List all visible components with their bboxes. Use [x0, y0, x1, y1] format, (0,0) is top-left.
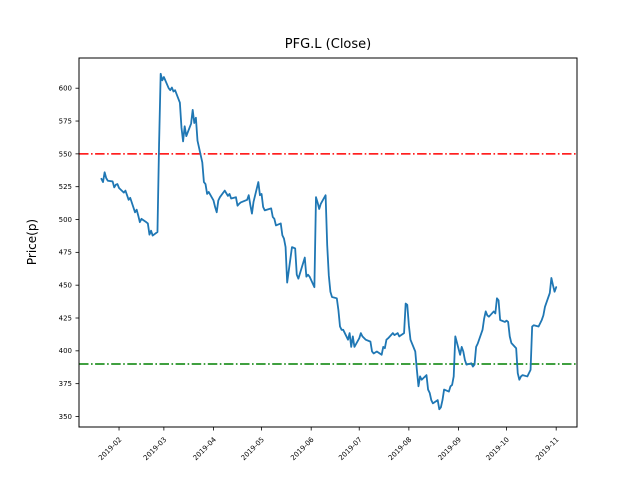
y-tick-label: 500	[59, 216, 72, 224]
reference-lines	[79, 153, 577, 365]
x-tick-label: 2019-07	[337, 436, 363, 462]
x-tick-label: 2019-08	[387, 436, 413, 462]
y-tick-label: 525	[59, 183, 72, 191]
x-tick-label: 2019-09	[437, 436, 463, 462]
y-tick-label: 600	[59, 85, 72, 93]
y-tick-label: 425	[59, 314, 72, 322]
y-tick-label: 450	[59, 282, 72, 290]
y-tick-label: 475	[59, 249, 72, 257]
x-tick-label: 2019-02	[97, 436, 123, 462]
y-axis-ticks: 350 375 400 425 450 475 500 525 550 575 600	[59, 85, 79, 421]
y-tick-label: 350	[59, 413, 72, 421]
x-tick-label: 2019-04	[192, 435, 219, 462]
price-line	[100, 72, 558, 411]
x-tick-label: 2019-05	[240, 436, 266, 462]
x-tick-label: 2019-03	[142, 436, 168, 462]
x-tick-label: 2019-10	[485, 436, 511, 462]
x-axis-ticks: 2019-02 2019-03 2019-04 2019-05 2019-06 2019-…	[97, 427, 561, 462]
x-tick-label: 2019-06	[289, 435, 316, 462]
price-series	[100, 72, 558, 411]
y-axis-label: Price(p)	[25, 219, 39, 265]
y-tick-label: 550	[59, 150, 72, 158]
y-tick-label: 375	[59, 380, 72, 388]
y-tick-label: 400	[59, 347, 72, 355]
y-tick-label: 575	[59, 117, 72, 125]
x-tick-label: 2019-11	[534, 436, 560, 462]
plot-border	[78, 57, 578, 428]
chart-title: PFG.L (Close)	[285, 37, 371, 52]
